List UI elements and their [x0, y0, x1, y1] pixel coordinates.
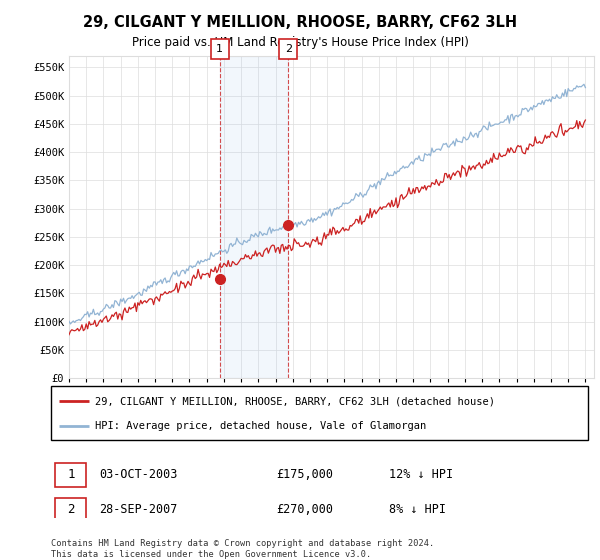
Text: Contains HM Land Registry data © Crown copyright and database right 2024.
This d: Contains HM Land Registry data © Crown c…	[51, 539, 434, 559]
Bar	[220, 56, 288, 378]
Text: 1: 1	[67, 468, 74, 481]
Text: 2: 2	[67, 503, 74, 516]
FancyBboxPatch shape	[55, 463, 86, 487]
Text: HPI: Average price, detached house, Vale of Glamorgan: HPI: Average price, detached house, Vale…	[95, 421, 426, 431]
FancyBboxPatch shape	[51, 386, 588, 440]
Text: £175,000: £175,000	[277, 468, 334, 481]
Text: 29, CILGANT Y MEILLION, RHOOSE, BARRY, CF62 3LH (detached house): 29, CILGANT Y MEILLION, RHOOSE, BARRY, C…	[95, 396, 495, 407]
Text: 8% ↓ HPI: 8% ↓ HPI	[389, 503, 446, 516]
Text: 03-OCT-2003: 03-OCT-2003	[100, 468, 178, 481]
Text: 2: 2	[285, 44, 292, 54]
Text: 28-SEP-2007: 28-SEP-2007	[100, 503, 178, 516]
Text: 29, CILGANT Y MEILLION, RHOOSE, BARRY, CF62 3LH: 29, CILGANT Y MEILLION, RHOOSE, BARRY, C…	[83, 15, 517, 30]
Text: 12% ↓ HPI: 12% ↓ HPI	[389, 468, 454, 481]
Text: £270,000: £270,000	[277, 503, 334, 516]
Text: 1: 1	[216, 44, 223, 54]
FancyBboxPatch shape	[55, 498, 86, 521]
Text: Price paid vs. HM Land Registry's House Price Index (HPI): Price paid vs. HM Land Registry's House …	[131, 36, 469, 49]
